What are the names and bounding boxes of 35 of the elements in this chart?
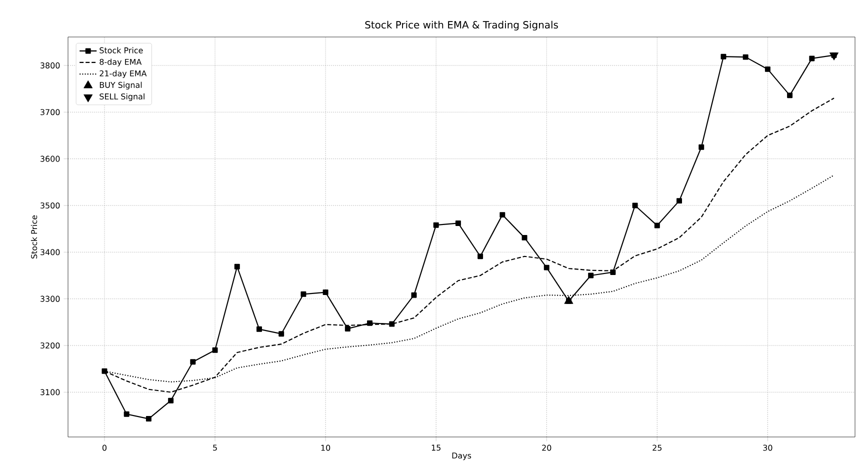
point [500,212,506,218]
point [344,326,350,332]
point [322,290,328,296]
point [676,198,682,204]
point [544,264,550,270]
point [720,54,726,60]
point [411,292,417,298]
point [564,296,574,304]
point [146,416,152,422]
point [300,291,306,297]
point [234,264,240,270]
point [809,56,815,62]
point [764,66,770,72]
point [632,202,638,208]
point [829,52,839,60]
point [367,320,373,326]
point [168,398,174,404]
point [588,272,594,278]
chart-title: Stock Price with EMA & Trading Signals [365,20,558,30]
point [124,411,130,417]
point [102,368,108,374]
point [256,326,262,332]
point [455,220,461,226]
point [478,254,484,260]
point [698,144,704,150]
point [389,321,395,327]
point [190,359,196,365]
point [278,331,284,337]
point [610,269,616,275]
point [742,54,748,60]
point [212,347,218,353]
point [522,234,528,240]
point [787,92,793,98]
point [433,222,439,228]
point [654,222,660,228]
